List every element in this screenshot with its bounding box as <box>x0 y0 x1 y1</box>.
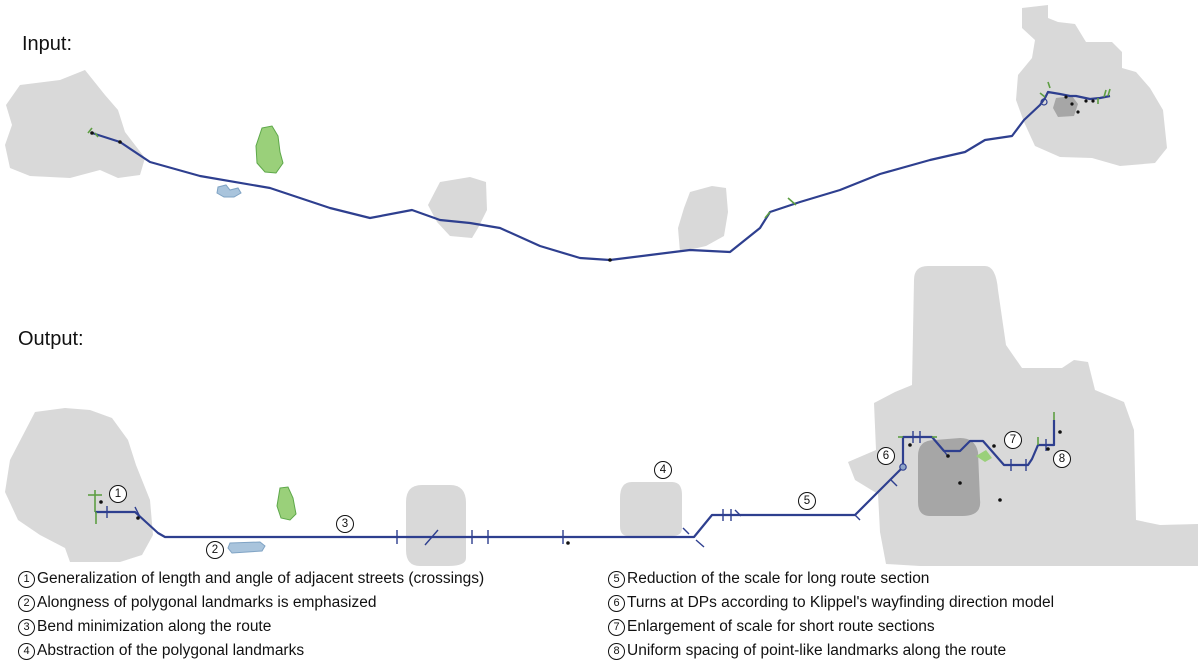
output-decision-point <box>899 463 907 471</box>
input-point-landmarks <box>90 95 1095 262</box>
input-route-line <box>91 90 1111 262</box>
legend-text-2: Alongness of polygonal landmarks is emph… <box>37 594 377 611</box>
output-start-settlement <box>5 408 153 562</box>
legend-right: 5 Reduction of the scale for long route s… <box>608 567 1054 663</box>
output-park <box>276 486 297 521</box>
legend-item-5: 5 Reduction of the scale for long route s… <box>608 567 1054 591</box>
marker-6: 6 <box>877 447 895 465</box>
legend-text-6: Turns at DPs according to Klippel's wayf… <box>627 594 1055 611</box>
input-section-label: Input: <box>22 33 73 55</box>
output-end-green-patch <box>976 450 992 462</box>
output-end-settlement <box>848 266 1198 566</box>
output-route-ticks <box>106 431 1047 548</box>
legend-item-6: 6 Turns at DPs according to Klippel's way… <box>608 591 1054 615</box>
marker-7: 7 <box>1004 431 1022 449</box>
output-point-landmarks <box>99 430 1062 545</box>
input-side-streets <box>87 81 1111 219</box>
input-town-b <box>678 186 728 252</box>
legend-item-4: 4 Abstraction of the polygonal landmarks <box>18 639 484 663</box>
input-end-settlement <box>1016 5 1167 166</box>
legend-item-1: 1 Generalization of length and angle of a… <box>18 567 484 591</box>
output-side-streets <box>88 412 1055 524</box>
legend-item-7: 7 Enlargement of scale for short route se… <box>608 615 1054 639</box>
input-town-a <box>428 177 487 238</box>
legend-number-7: 7 <box>608 618 625 636</box>
input-park <box>255 125 284 174</box>
input-end-dark-area <box>1053 96 1078 117</box>
marker-3: 3 <box>336 515 354 533</box>
legend-text-7: Enlargement of scale for short route sec… <box>627 618 935 635</box>
legend-text-3: Bend minimization along the route <box>37 618 272 635</box>
output-end-dark-area <box>918 438 981 516</box>
marker-4: 4 <box>654 461 672 479</box>
legend-number-5: 5 <box>608 570 625 588</box>
marker-8: 8 <box>1053 450 1071 468</box>
input-map <box>5 5 1167 262</box>
legend-number-3: 3 <box>18 618 35 636</box>
legend-text-1: Generalization of length and angle of ad… <box>37 570 485 587</box>
input-decision-point <box>1040 98 1048 106</box>
output-water <box>227 541 266 554</box>
output-town-a <box>406 485 466 566</box>
marker-5: 5 <box>798 492 816 510</box>
marker-1: 1 <box>109 485 127 503</box>
legend-number-4: 4 <box>18 642 35 660</box>
legend-number-2: 2 <box>18 594 35 612</box>
output-map <box>5 266 1198 566</box>
legend-left: 1 Generalization of length and angle of a… <box>18 567 484 663</box>
input-start-settlement <box>5 70 145 178</box>
output-section-label: Output: <box>18 328 84 350</box>
legend-number-6: 6 <box>608 594 625 612</box>
legend-number-8: 8 <box>608 642 625 660</box>
marker-2: 2 <box>206 541 224 559</box>
legend-item-2: 2 Alongness of polygonal landmarks is emp… <box>18 591 484 615</box>
legend-text-5: Reduction of the scale for long route se… <box>627 570 930 587</box>
legend-item-3: 3 Bend minimization along the route <box>18 615 484 639</box>
output-town-b <box>620 482 682 536</box>
output-route-line <box>95 420 1056 539</box>
legend-text-8: Uniform spacing of point-like landmarks … <box>627 642 1007 659</box>
legend-number-1: 1 <box>18 570 35 588</box>
input-water <box>216 184 242 198</box>
legend-item-8: 8 Uniform spacing of point-like landmarks… <box>608 639 1054 663</box>
legend-text-4: Abstraction of the polygonal landmarks <box>37 642 305 659</box>
